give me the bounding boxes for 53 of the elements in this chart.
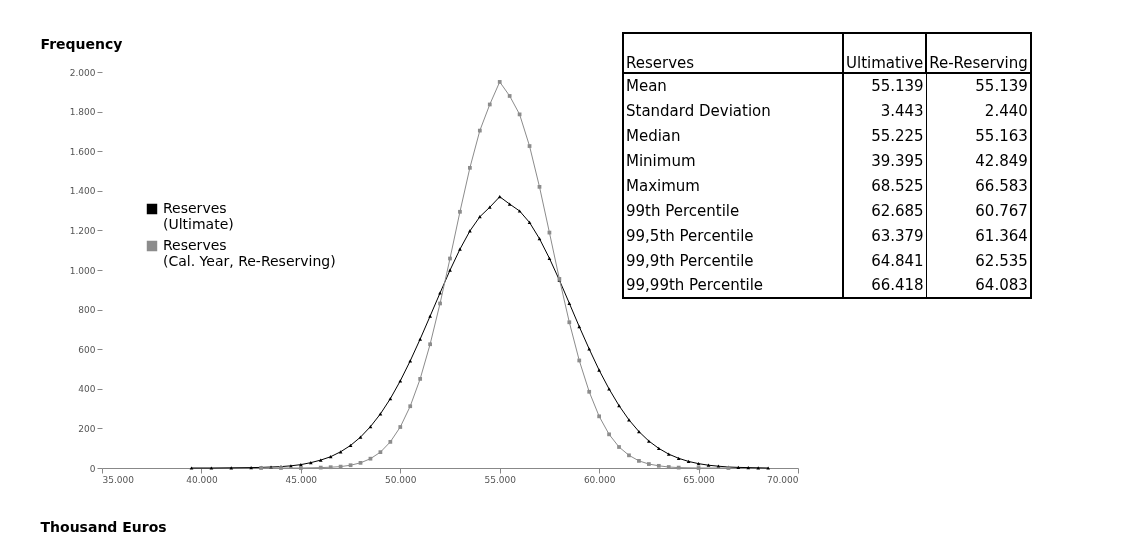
text: Re-Reserving	[926, 33, 1031, 73]
text: Reserves	[623, 33, 843, 73]
data-label: 61.364	[926, 223, 1031, 248]
y-tick-label: 400	[78, 384, 96, 395]
y-tick-label: 200	[78, 423, 96, 434]
x-tick-label: 55.000	[484, 474, 517, 485]
category-label: Minimum	[625, 150, 697, 172]
data-label: 68.525	[843, 173, 927, 198]
x-tick-label: 40.000	[186, 474, 218, 485]
y-tick-label: 600	[78, 344, 96, 355]
y-tick-label: 0	[89, 463, 96, 474]
data-label: 55.139	[926, 73, 1031, 98]
x-tick-label: 35.000	[102, 474, 135, 485]
data-label: 63.379	[843, 223, 927, 248]
series-label: Ultimative	[843, 33, 927, 73]
data-label: 3.443	[843, 98, 927, 123]
legend-label: Reserves (Cal. Year, Re-Reserving)	[163, 237, 336, 269]
category-label: 99,5th Percentile	[625, 225, 755, 247]
data-label: 62.685	[843, 198, 927, 223]
data-label: 55.139	[843, 73, 927, 98]
category-label: Mean	[625, 76, 668, 97]
y-tick-label: 800	[78, 305, 96, 316]
data-label: 42.849	[926, 148, 1031, 173]
y-tick-label: 2.000	[69, 67, 96, 78]
data-label: 55.225	[843, 123, 927, 148]
category-label: Maximum	[625, 175, 701, 197]
category-label: Median	[625, 125, 682, 147]
data-label: 2.440	[926, 98, 1031, 123]
category-label: 99th Percentile	[625, 200, 741, 222]
data-label: 66.583	[926, 173, 1031, 198]
x-tick-label: 70.000	[767, 474, 799, 485]
y-tick-label: 1.800	[69, 107, 96, 118]
x-tick-label: 60.000	[583, 474, 616, 485]
data-label: 66.418	[843, 273, 927, 298]
data-label: 62.535	[926, 248, 1031, 273]
data-label: 55.163	[926, 123, 1031, 148]
y-tick-label: 1.000	[69, 265, 96, 276]
x-tick-label: 65.000	[683, 474, 716, 485]
y-axis-title: Frequency	[40, 35, 123, 52]
x-tick-label: 45.000	[285, 474, 318, 485]
y-tick-label: 1.200	[69, 225, 96, 236]
data-label: 60.767	[926, 198, 1031, 223]
data-label: 39.395	[843, 148, 927, 173]
legend-label: Reserves (Ultimate)	[163, 200, 234, 232]
category-label: 99,99th Percentile	[625, 275, 765, 296]
data-label: 64.083	[926, 273, 1031, 298]
category-label: Standard Deviation	[625, 100, 772, 122]
category-label: 99,9th Percentile	[625, 250, 755, 272]
x-axis-title: Thousand Euros	[40, 518, 167, 535]
y-tick-label: 1.400	[69, 186, 96, 197]
data-label: 64.841	[843, 248, 927, 273]
x-tick-label: 50.000	[385, 474, 417, 485]
y-tick-label: 1.600	[69, 146, 96, 157]
